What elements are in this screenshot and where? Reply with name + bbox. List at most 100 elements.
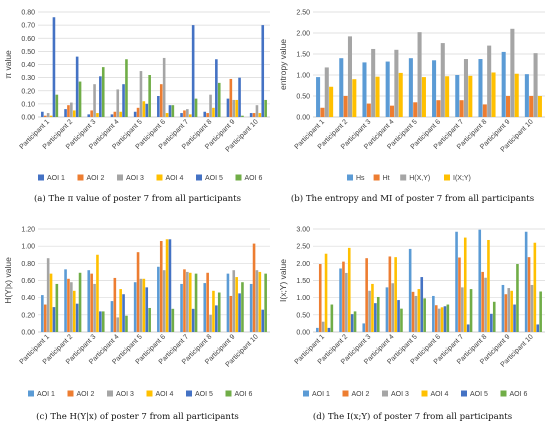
legend-swatch bbox=[186, 390, 192, 397]
y-tick-label: 1.20 bbox=[21, 227, 35, 234]
bar bbox=[139, 71, 143, 117]
bar bbox=[49, 273, 53, 332]
y-tick-label: 0.40 bbox=[21, 295, 35, 302]
bar bbox=[455, 75, 460, 117]
legend-swatch bbox=[77, 174, 84, 181]
bar bbox=[125, 59, 128, 117]
y-tick-label: 0.00 bbox=[21, 330, 35, 337]
bar bbox=[180, 283, 183, 332]
bar bbox=[350, 314, 354, 332]
bar bbox=[55, 283, 59, 332]
bar bbox=[516, 264, 519, 332]
y-tick-label: 0.50 bbox=[296, 94, 310, 101]
bar bbox=[191, 25, 195, 117]
bar bbox=[122, 294, 125, 332]
bar bbox=[188, 114, 192, 117]
bar bbox=[241, 282, 244, 332]
bar bbox=[461, 287, 464, 332]
bar bbox=[524, 74, 529, 117]
bar bbox=[506, 96, 511, 117]
bar bbox=[157, 266, 160, 332]
legend-label: AOI 1 bbox=[312, 391, 330, 398]
legend-swatch bbox=[235, 174, 242, 181]
caption-b: (b) The entropy and MI of poster 7 from … bbox=[290, 194, 535, 204]
bar bbox=[371, 283, 374, 332]
y-tick-label: 0.80 bbox=[21, 10, 35, 17]
legend-swatch bbox=[156, 174, 163, 181]
bar bbox=[186, 271, 189, 332]
legend-swatch bbox=[117, 174, 123, 181]
legend-label: AOI 1 bbox=[47, 175, 65, 182]
y-tick-label: 3.00 bbox=[296, 227, 310, 234]
bar bbox=[408, 58, 413, 117]
bar bbox=[212, 290, 215, 332]
bar bbox=[215, 59, 218, 117]
bar bbox=[482, 104, 487, 117]
bar bbox=[417, 32, 422, 117]
bar bbox=[67, 105, 70, 117]
bar bbox=[264, 99, 267, 117]
bar bbox=[93, 84, 96, 117]
y-axis-label: entropy value bbox=[278, 39, 288, 90]
bar bbox=[318, 264, 322, 332]
y-tick-label: 0.00 bbox=[21, 115, 35, 122]
bar bbox=[463, 237, 467, 332]
legend-label: AOI 3 bbox=[126, 175, 144, 182]
bar bbox=[249, 113, 253, 117]
bar bbox=[368, 290, 371, 332]
bar bbox=[388, 256, 392, 332]
bar bbox=[413, 102, 418, 117]
bar bbox=[96, 113, 99, 117]
bar bbox=[226, 98, 230, 117]
bar bbox=[125, 315, 128, 332]
y-tick-label: 0.40 bbox=[21, 62, 35, 69]
bar bbox=[533, 53, 538, 117]
bar bbox=[49, 115, 53, 117]
bar bbox=[136, 107, 140, 117]
y-axis-label: H(Y|x) value bbox=[3, 257, 13, 304]
bar bbox=[139, 278, 143, 332]
bar bbox=[255, 105, 259, 117]
bar bbox=[533, 242, 537, 332]
bar bbox=[206, 272, 209, 332]
bar bbox=[458, 257, 461, 332]
bar bbox=[375, 76, 380, 117]
bar bbox=[145, 103, 149, 117]
y-tick-label: 2.50 bbox=[296, 10, 310, 17]
chart-pi-value: 0.00 0.10 0.20 0.30 0.40 0.50 0.60 0.70 0.80 π va… bbox=[3, 10, 270, 182]
bar bbox=[235, 277, 238, 332]
bar bbox=[504, 294, 508, 332]
bar bbox=[238, 293, 241, 332]
bar bbox=[316, 327, 319, 332]
bar bbox=[41, 111, 44, 117]
bar bbox=[394, 49, 399, 117]
y-tick-label: 0.60 bbox=[21, 36, 35, 43]
bar bbox=[316, 77, 321, 117]
bar bbox=[75, 303, 79, 332]
legend-label: AOI 1 bbox=[37, 391, 55, 398]
bar bbox=[235, 99, 238, 117]
bar bbox=[232, 99, 236, 117]
bar bbox=[330, 304, 334, 332]
legend-label: H(X,Y) bbox=[409, 175, 430, 182]
legend-label: AOI 6 bbox=[510, 391, 528, 398]
bar bbox=[258, 113, 262, 117]
bar bbox=[119, 289, 122, 332]
legend-swatch bbox=[225, 390, 232, 397]
bar bbox=[217, 292, 221, 332]
bar bbox=[411, 291, 415, 332]
bar bbox=[492, 301, 496, 332]
bar bbox=[252, 113, 256, 117]
bar bbox=[487, 239, 490, 332]
bar bbox=[99, 76, 102, 117]
bar bbox=[165, 113, 169, 117]
bar bbox=[264, 273, 267, 332]
bar bbox=[46, 258, 50, 332]
bar bbox=[459, 100, 464, 117]
y-axis-label: π value bbox=[3, 50, 13, 79]
legend-label: AOI 3 bbox=[391, 391, 409, 398]
bar bbox=[133, 111, 137, 117]
bar bbox=[434, 305, 438, 332]
legend-swatch bbox=[421, 390, 428, 397]
